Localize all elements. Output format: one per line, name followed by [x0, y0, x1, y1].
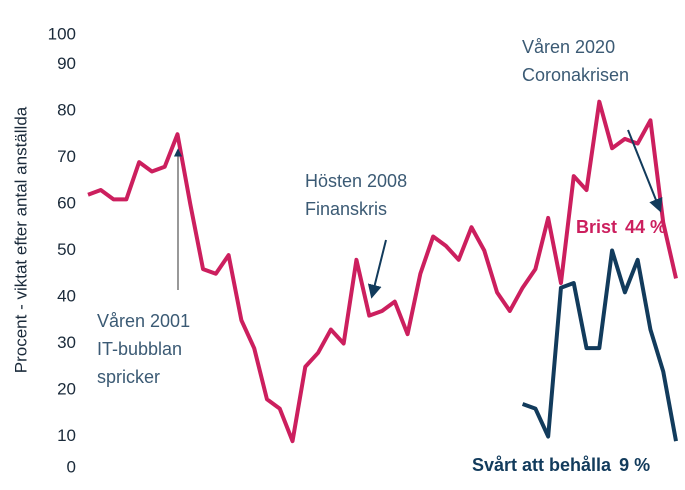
series-label: Svårt att behålla 9 %: [472, 455, 650, 475]
annotation: Våren 2020: [522, 37, 615, 57]
y-tick-label: 40: [57, 286, 76, 305]
y-tick-label: 60: [57, 193, 76, 212]
y-tick-label: 90: [57, 54, 76, 73]
annotation: spricker: [97, 367, 160, 387]
annotation: IT-bubblan: [97, 339, 182, 359]
y-tick-label: 20: [57, 379, 76, 398]
y-tick-label: 100: [48, 24, 76, 43]
series-name: Brist: [576, 217, 617, 237]
y-tick-label: 50: [57, 240, 76, 259]
y-tick-label: 30: [57, 333, 76, 352]
y-tick-label: 10: [57, 426, 76, 445]
annotation-arrow: [367, 239, 387, 299]
series-name: Svårt att behålla: [472, 455, 612, 475]
annotation: Finanskris: [305, 199, 387, 219]
series-label: Brist 44 %: [576, 217, 666, 237]
annotation: Coronakrisen: [522, 65, 629, 85]
series-line: [521, 248, 678, 442]
y-tick-label: 0: [67, 457, 76, 476]
y-tick-label: 70: [57, 147, 76, 166]
series-line: [87, 99, 678, 444]
y-tick-label: 80: [57, 100, 76, 119]
value-label: 9 %: [619, 455, 650, 475]
value-label: 44 %: [625, 217, 666, 237]
annotation: Hösten 2008: [305, 171, 407, 191]
annotation-arrow: [627, 129, 663, 213]
y-axis-label: Procent - viktat efter antal anställda: [11, 106, 30, 373]
annotation: Våren 2001: [97, 311, 190, 331]
